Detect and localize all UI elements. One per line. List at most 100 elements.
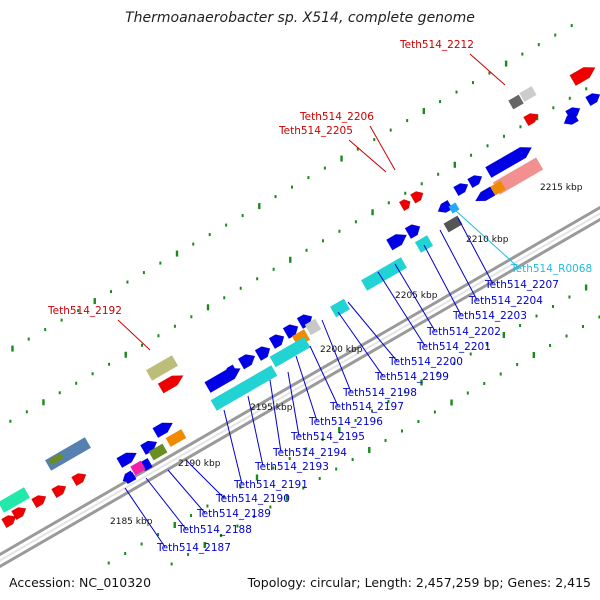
gene-box-cyan-4	[330, 298, 350, 318]
guide-dot	[157, 533, 160, 536]
guide-dot	[535, 114, 539, 121]
guide-dot	[406, 119, 409, 123]
guide-dot	[288, 457, 291, 460]
gene-upper-11	[268, 334, 285, 350]
guide-dot	[581, 325, 584, 328]
leader-line	[348, 139, 387, 173]
gene-lower-2	[224, 364, 239, 377]
guide-dot	[42, 399, 45, 406]
leader-line	[269, 379, 282, 453]
gene-upper-7-shape	[152, 422, 174, 439]
guide-dot	[371, 209, 374, 216]
gene-box-lightgrey	[519, 86, 537, 102]
guide-dot	[11, 345, 14, 352]
guide-dot	[453, 362, 456, 365]
gene-box-khaki-shape	[146, 355, 178, 381]
guide-dot	[455, 90, 458, 94]
gene-label: Teth514_2193	[254, 461, 329, 473]
guide-dot	[206, 504, 209, 508]
gene-upper-15-shape	[404, 224, 421, 240]
gene-box-orange-3	[490, 180, 506, 196]
guide-dot	[516, 363, 519, 366]
gene-label: Teth514_2196	[308, 416, 383, 428]
guide-dot	[368, 447, 371, 453]
gene-red-2192-shape	[157, 375, 184, 394]
gene-upper-18	[485, 147, 533, 179]
gene-box-lightblue-shape	[448, 202, 460, 214]
leader-line	[457, 217, 494, 285]
guide-dot	[274, 195, 277, 199]
guide-dot	[565, 334, 568, 338]
leader-line	[394, 263, 436, 332]
guide-dot	[285, 494, 289, 501]
gene-upper-6	[139, 440, 158, 456]
gene-red-top	[569, 67, 596, 87]
leader-line	[469, 53, 506, 86]
genome-backbone	[0, 205, 600, 569]
leader-line	[377, 271, 426, 347]
guide-dot	[598, 315, 600, 319]
guide-dot	[420, 182, 423, 186]
gene-label: Teth514_2188	[177, 524, 252, 536]
guide-dot	[453, 161, 457, 168]
gene-upper-16-shape	[453, 183, 469, 197]
gene-upper-1-shape	[31, 495, 47, 509]
leader-line	[347, 301, 398, 362]
guide-dot	[25, 410, 28, 414]
leader-line	[337, 311, 384, 377]
gene-red-top-shape	[569, 67, 596, 87]
gene-box-cyan-5	[414, 235, 434, 253]
gene-label: Teth514_2190	[215, 493, 290, 505]
guide-dot	[519, 125, 522, 129]
guide-dot	[499, 372, 502, 376]
guide-dot	[252, 515, 255, 518]
gene-upper-11-shape	[268, 334, 285, 350]
guide-dot	[192, 242, 195, 246]
guide-dot	[537, 43, 540, 47]
backbone-line	[0, 217, 600, 569]
gene-lower-5-shape	[563, 111, 579, 125]
guide-dot	[239, 485, 242, 489]
kbp-label: 2205 kbp	[395, 291, 438, 301]
guide-dot	[471, 81, 474, 85]
guide-dot	[584, 284, 588, 291]
gene-box-magenta	[130, 460, 146, 476]
guide-dot	[223, 296, 226, 300]
gene-upper-7	[152, 422, 174, 439]
gene-label: Teth514_2192	[47, 305, 122, 317]
guide-dot	[483, 382, 486, 385]
gene-box-grey-2	[508, 94, 524, 110]
guide-dot	[307, 176, 310, 180]
guide-dot	[466, 391, 469, 395]
guide-dot	[239, 286, 242, 290]
guide-dot	[75, 381, 78, 385]
guide-dot	[549, 344, 552, 347]
leader-line	[454, 209, 520, 269]
guide-dot	[335, 467, 338, 471]
guide-dot	[108, 362, 111, 366]
topology-text: Topology: circular; Length: 2,457,259 bp…	[247, 575, 591, 590]
guide-dot	[27, 337, 30, 341]
kbp-label: 2190 kbp	[178, 459, 221, 469]
gene-label: Teth514_2200	[388, 356, 463, 368]
gene-upper-5	[116, 452, 138, 469]
gene-labels: Teth514_2212 Teth514_2206 Teth514_2205 Teth…	[47, 39, 592, 554]
gene-box-mint	[0, 487, 30, 513]
accession-text: Accession: NC_010320	[9, 575, 152, 590]
guide-dot	[175, 250, 179, 257]
gene-red-2192	[157, 375, 184, 394]
guide-dot	[170, 562, 173, 566]
gene-box-pink	[492, 157, 544, 195]
guide-dot	[585, 87, 588, 91]
guide-dot	[373, 138, 376, 142]
leader-line	[117, 319, 151, 351]
guide-dot	[44, 328, 47, 332]
gene-box-cyan-3-shape	[361, 257, 407, 291]
leader-line	[321, 319, 352, 393]
guide-dot	[140, 343, 143, 347]
guide-dot	[420, 379, 423, 386]
gene-upper-9-shape	[237, 354, 256, 370]
guide-dot	[157, 334, 160, 338]
gene-box-grey	[304, 318, 322, 336]
